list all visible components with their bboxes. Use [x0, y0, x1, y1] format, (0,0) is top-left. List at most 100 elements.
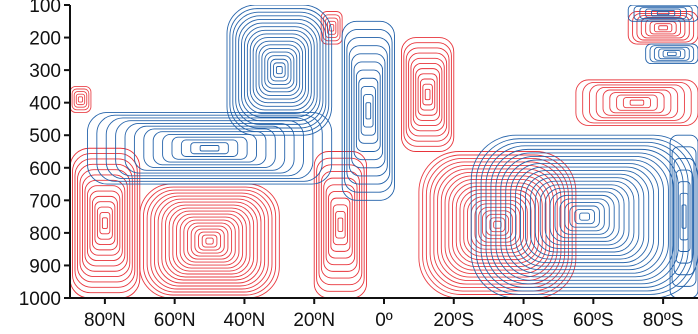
contour-line	[232, 11, 327, 129]
contour-line	[325, 184, 356, 266]
contour-line	[658, 25, 668, 31]
contour-line	[171, 136, 248, 160]
contour-line	[408, 52, 448, 137]
contour-line	[627, 5, 698, 22]
contour-line	[157, 198, 262, 284]
contour-line	[564, 202, 605, 232]
contour-line	[500, 156, 669, 278]
contour-line	[425, 158, 569, 292]
contour-line	[544, 187, 625, 246]
contour-line	[475, 138, 694, 295]
tick-labels: 80ºN 60ºN 40ºN 20ºN 0º 20ºS 40ºS 60ºS 80ºS 100 200…	[19, 0, 684, 331]
contour-line	[410, 57, 445, 132]
contour-line	[363, 94, 374, 128]
contour-line	[627, 11, 698, 45]
contour-line	[115, 120, 304, 177]
contour-line	[525, 173, 645, 260]
contour-line	[470, 134, 698, 298]
contour-line	[420, 78, 436, 111]
contour-line	[667, 51, 677, 56]
contour-line	[199, 145, 220, 152]
contour-line	[495, 152, 674, 281]
contour-line	[86, 111, 333, 185]
contour-line	[478, 206, 517, 243]
y-tick-label: 700	[29, 191, 61, 212]
contour-line	[569, 205, 600, 228]
contour-line	[194, 228, 225, 254]
negative-contour-cell	[627, 5, 698, 22]
contour-line	[162, 134, 257, 163]
contour-line	[73, 91, 88, 108]
contour-line	[549, 191, 620, 242]
contour-line	[649, 45, 695, 63]
contour-line	[150, 192, 269, 290]
positive-contour-cell	[627, 11, 698, 45]
contour-line	[653, 46, 690, 61]
contour-line	[554, 194, 615, 239]
contour-line	[346, 37, 391, 185]
contour-line	[677, 181, 691, 252]
contour-line	[143, 186, 277, 296]
contour-line	[172, 210, 247, 272]
contour-line	[143, 128, 276, 168]
x-tick-label: 40ºS	[503, 310, 544, 331]
contour-line	[440, 171, 554, 278]
contour-line	[258, 44, 301, 96]
contour-line	[675, 169, 693, 264]
contour-line	[238, 19, 321, 122]
contour-line	[444, 175, 551, 275]
contour-line	[273, 62, 286, 78]
contour-line	[490, 148, 679, 285]
contour-line	[351, 53, 386, 169]
y-tick-label: 800	[29, 224, 61, 245]
contour-line	[124, 123, 295, 174]
contour-line	[510, 163, 660, 271]
contour-line	[417, 73, 438, 116]
contour-line	[226, 5, 333, 136]
contour-line	[190, 142, 229, 155]
contour-line	[422, 83, 433, 106]
positive-contour-cell	[400, 37, 455, 152]
contour-line	[205, 237, 214, 245]
contour-line	[187, 222, 233, 260]
contour-line	[75, 93, 86, 106]
contour-line	[639, 7, 687, 20]
contour-line	[133, 125, 286, 171]
contour-line	[622, 97, 651, 109]
contour-line	[198, 231, 222, 251]
contour-line	[179, 216, 240, 266]
contour-line	[481, 210, 513, 240]
contour-line	[249, 33, 309, 107]
contour-line	[574, 209, 595, 225]
y-tick-label: 500	[29, 126, 61, 147]
contour-line	[505, 159, 664, 274]
positive-contour-cell	[575, 79, 698, 126]
contour-line	[452, 182, 543, 268]
x-tick-label: 80ºS	[643, 310, 684, 331]
contour-line	[403, 42, 452, 147]
contour-line	[405, 47, 450, 142]
contour-line	[105, 117, 314, 179]
positive-contour-cell	[70, 147, 141, 298]
contour-line	[662, 50, 682, 58]
contour-line	[355, 69, 381, 152]
contour-line	[474, 203, 521, 247]
contour-line	[323, 177, 358, 272]
contour-line	[313, 151, 368, 298]
contour-line	[337, 217, 344, 232]
positive-contour-cell	[418, 151, 577, 298]
contour-line	[353, 61, 384, 161]
contour-line	[71, 88, 90, 111]
contour-line	[645, 8, 682, 18]
contour-line	[154, 195, 266, 287]
tick-marks	[64, 4, 665, 304]
contour-line	[72, 153, 138, 294]
contour-line	[84, 179, 126, 267]
contour-line	[602, 89, 672, 116]
contour-line	[358, 77, 379, 144]
contour-line	[633, 5, 693, 21]
contour-line	[201, 234, 218, 248]
x-tick-label: 0º	[375, 310, 393, 331]
negative-contour-cell	[470, 134, 698, 298]
contour-line	[415, 68, 440, 121]
